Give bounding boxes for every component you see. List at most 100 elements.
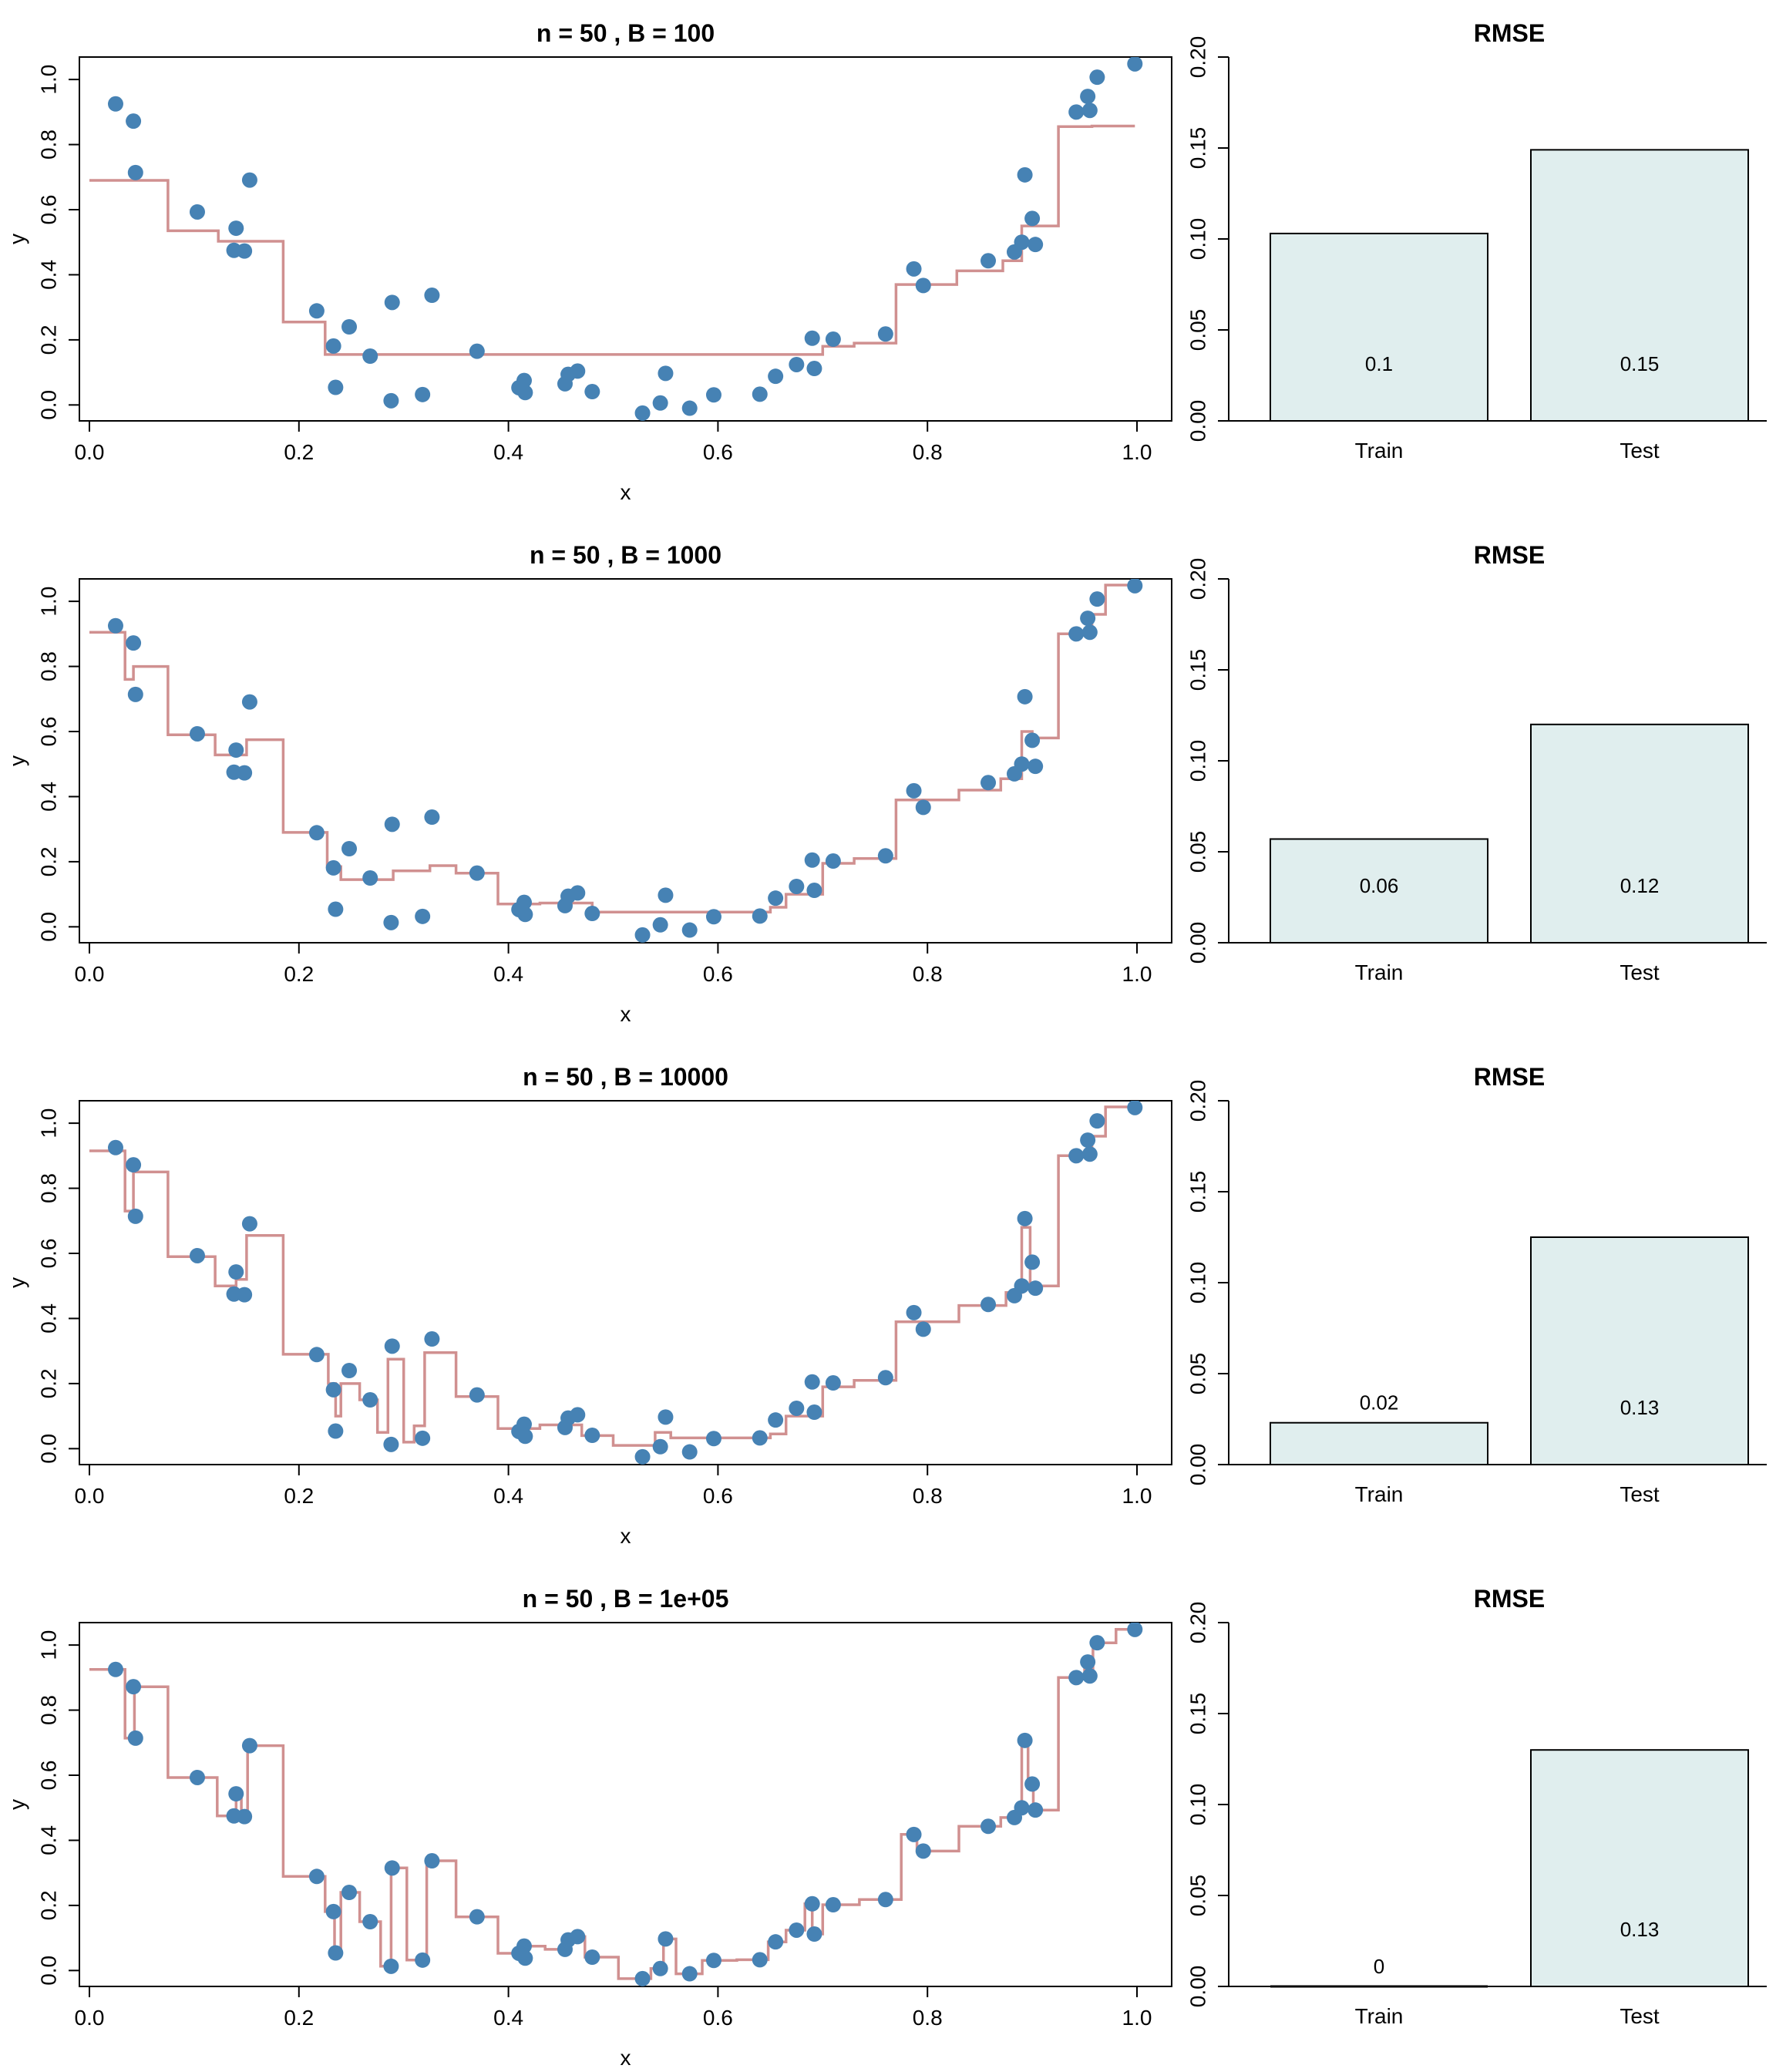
y-tick-label: 0.15 [1186, 1171, 1209, 1213]
y-tick-label: 0.2 [36, 1890, 60, 1920]
y-tick-label: 0.15 [1186, 127, 1209, 170]
data-point [237, 243, 253, 259]
data-point [752, 386, 768, 402]
bar-test [1530, 1236, 1749, 1465]
data-point [584, 1428, 600, 1444]
y-tick-label: 0.2 [36, 846, 60, 876]
data-point [1089, 1635, 1105, 1651]
category-label: Train [1355, 960, 1404, 984]
y-tick-label: 0.10 [1186, 1784, 1209, 1826]
x-tick-label: 0.6 [703, 1484, 733, 1508]
y-tick-label: 0.10 [1186, 218, 1209, 261]
data-point [804, 852, 820, 868]
data-point [341, 1885, 358, 1900]
y-tick-label: 0.2 [36, 325, 60, 355]
data-point [1014, 234, 1030, 251]
y-tick-label: 0.00 [1186, 1966, 1209, 2008]
data-point [107, 1139, 123, 1155]
data-point [658, 1931, 674, 1947]
data-point [1017, 1732, 1033, 1748]
y-tick-label: 0.4 [36, 1825, 60, 1855]
data-point [415, 1952, 431, 1968]
data-point [308, 1868, 325, 1885]
data-point [1080, 610, 1096, 627]
data-point [1081, 1146, 1098, 1162]
bar-train [1270, 232, 1488, 422]
category-label: Train [1355, 1482, 1404, 1506]
data-point [915, 1321, 931, 1337]
data-point [806, 1926, 822, 1942]
data-point [1028, 1280, 1044, 1297]
data-point [384, 816, 400, 832]
data-point [768, 1934, 784, 1950]
data-point [241, 1737, 257, 1754]
data-point [681, 922, 698, 938]
data-point [127, 1208, 143, 1224]
data-point [584, 384, 600, 400]
y-tick-label: 0.4 [36, 782, 60, 812]
y-tick-label: 0.6 [36, 195, 60, 225]
data-point [228, 1786, 244, 1802]
rmse-panel-4: RMSE 0.00 0.05 0.10 0.15 0.20 0 Train 0.13 Test [1186, 1585, 1767, 2028]
data-point [126, 1679, 142, 1695]
data-point [424, 809, 440, 826]
data-point [308, 825, 325, 841]
plot-area [89, 1623, 1143, 1986]
data-point [424, 1331, 440, 1347]
plot-frame [79, 56, 1172, 422]
data-point [658, 887, 674, 903]
data-point [383, 1436, 399, 1452]
data-point [1017, 688, 1033, 705]
data-point [241, 172, 257, 188]
x-tick-label: 0.2 [284, 440, 314, 464]
scatter-panel-7: n = 50 , B = 1e+05 0.0 0.2 0.4 0.6 0.8 1.0 x 0.0… [5, 1585, 1172, 2070]
y-tick-label: 0.4 [36, 260, 60, 290]
data-point [705, 1953, 722, 1969]
data-point [325, 1381, 341, 1398]
data-point [228, 742, 244, 758]
plot-frame [79, 1622, 1172, 1987]
y-axis-label: y [5, 234, 29, 244]
chart-title: n = 50 , B = 10000 [523, 1063, 728, 1091]
bar-value-label: 0.15 [1620, 352, 1660, 375]
data-point [570, 1929, 586, 1945]
rmse-panel-2: RMSE 0.00 0.05 0.10 0.15 0.20 0.06 Train 0.12 Tes… [1186, 541, 1767, 984]
data-point [789, 356, 805, 372]
x-tick-label: 0.0 [75, 440, 105, 464]
data-point [877, 848, 893, 864]
bar-test [1530, 723, 1749, 944]
data-point [980, 253, 997, 269]
scatter-panel-5: n = 50 , B = 10000 0.0 0.2 0.4 0.6 0.8 1.0 x 0.0… [5, 1063, 1172, 1548]
data-point [1014, 1278, 1030, 1294]
data-point [584, 906, 600, 922]
rmse-panel-1: RMSE 0.00 0.05 0.10 0.15 0.20 0.1 Train 0.15 Test [1186, 19, 1767, 462]
data-point [1127, 57, 1143, 72]
data-point [915, 278, 931, 294]
data-point [325, 859, 341, 876]
x-tick-label: 0.8 [913, 1484, 943, 1508]
chart-title: n = 50 , B = 1000 [530, 541, 722, 569]
data-point [1028, 758, 1044, 775]
y-tick-label: 0.20 [1186, 1602, 1209, 1644]
bar-value-label: 0.13 [1620, 1918, 1660, 1941]
data-point [634, 927, 651, 943]
data-point [189, 204, 205, 220]
data-point [362, 1392, 378, 1408]
data-point [681, 400, 698, 416]
data-point [127, 1730, 143, 1746]
category-label: Train [1355, 2004, 1404, 2028]
data-point [570, 1407, 586, 1423]
data-point [107, 1661, 123, 1677]
data-point [328, 1945, 344, 1961]
plot-frame [79, 578, 1172, 944]
data-point [804, 330, 820, 346]
data-point [517, 1950, 533, 1966]
data-point [341, 319, 358, 335]
data-point [126, 635, 142, 651]
data-point [825, 331, 841, 348]
data-point [362, 1914, 378, 1929]
chart-title: RMSE [1474, 541, 1545, 569]
data-point [189, 1247, 205, 1263]
data-point [877, 326, 893, 342]
